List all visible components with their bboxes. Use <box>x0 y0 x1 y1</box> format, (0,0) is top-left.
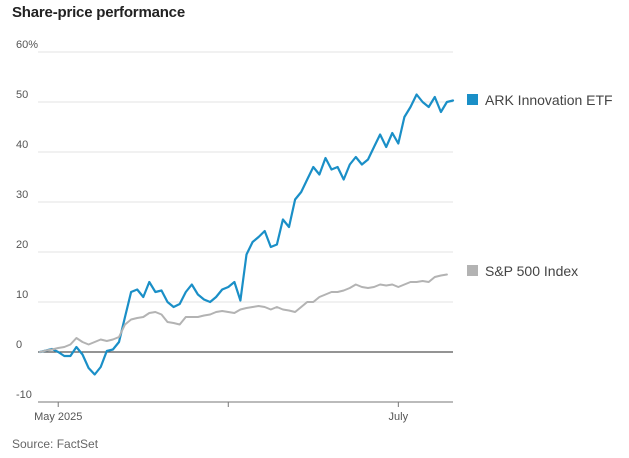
legend-swatch <box>467 94 478 105</box>
y-axis-ticks: 60% 50 40 30 20 10 0 -10 <box>16 39 38 401</box>
x-tick-label: July <box>389 411 409 423</box>
chart-title: Share-price performance <box>12 4 185 21</box>
y-tick-label: 10 <box>16 289 28 301</box>
series-lines <box>38 93 455 376</box>
x-axis: May 2025 July <box>34 401 453 423</box>
legend: ARK Innovation ETF S&P 500 Index <box>467 92 613 279</box>
chart-grid <box>38 51 453 353</box>
legend-label: S&P 500 Index <box>485 263 578 279</box>
x-tick-label: May 2025 <box>34 411 82 423</box>
y-tick-label: 0 <box>16 339 22 351</box>
source-note: Source: FactSet <box>12 437 99 451</box>
series-line-sp500 <box>39 273 448 353</box>
legend-swatch <box>467 265 478 276</box>
y-tick-label: 30 <box>16 189 28 201</box>
y-tick-label: 40 <box>16 139 28 151</box>
y-tick-label: 60% <box>16 39 38 51</box>
y-tick-label: -10 <box>16 389 32 401</box>
y-tick-label: 20 <box>16 239 28 251</box>
y-tick-label: 50 <box>16 89 28 101</box>
series-line-ark <box>38 93 455 376</box>
legend-label: ARK Innovation ETF <box>485 92 613 108</box>
